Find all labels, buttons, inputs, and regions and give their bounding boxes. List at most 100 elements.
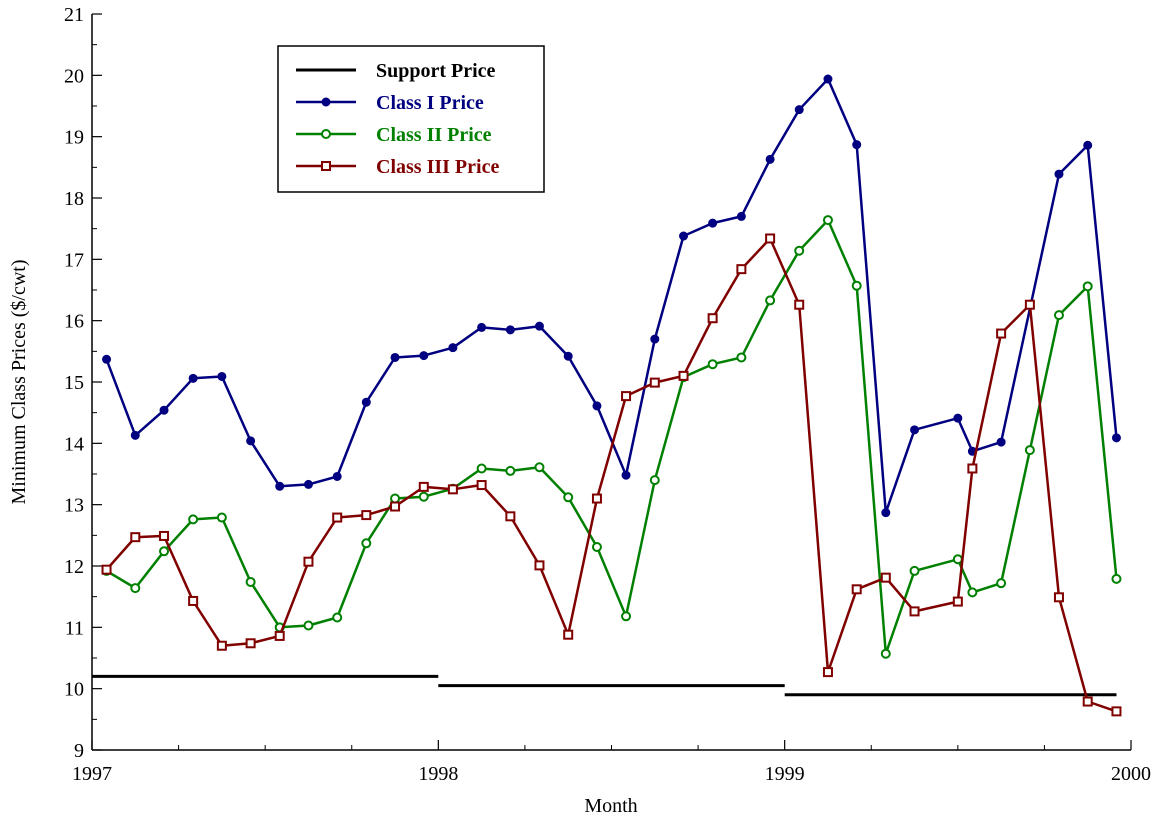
- x-tick-label: 1998: [418, 763, 458, 785]
- series-class-iii-price-point: [332, 512, 343, 523]
- series-class-ii-price-point: [822, 215, 833, 226]
- series-class-iii-price-point: [361, 510, 372, 521]
- series-class-i-price-point: [621, 470, 631, 480]
- series-class-ii-price-point: [880, 648, 891, 659]
- series-class-ii-price-point: [332, 612, 343, 623]
- y-tick-label: 9: [74, 740, 84, 762]
- axes: 9 10 11 12 13 14 15 16 17 18 19 20 21 1997 1998 1999 200…: [64, 4, 1151, 785]
- series-class-iii-price-point: [534, 560, 545, 571]
- series-class-ii-price-point: [765, 295, 776, 306]
- series-class-ii-price-point: [1024, 445, 1035, 456]
- series-class-i-price-point: [246, 436, 256, 446]
- series-class-i-price-point: [765, 154, 775, 164]
- y-tick-label: 16: [64, 311, 84, 333]
- series-class-iii-price-point: [418, 481, 429, 492]
- series-class-i-price-point: [823, 74, 833, 84]
- legend-class-iii-price-label: Class III Price: [376, 156, 499, 178]
- series-class-ii-price-point: [390, 493, 401, 504]
- y-tick-label: 20: [64, 65, 84, 87]
- series-class-ii-price-point: [476, 463, 487, 474]
- series-class-i-price-point: [332, 471, 342, 481]
- y-tick-label: 13: [64, 495, 84, 517]
- series-class-iii-price-point: [822, 667, 833, 678]
- series-class-iii-price-line: [105, 237, 1117, 713]
- series-class-i-price: [102, 74, 1121, 518]
- series-class-iii-price-point: [591, 493, 602, 504]
- series-class-i-price-point: [303, 479, 313, 489]
- series-class-i-price-point: [1083, 140, 1093, 150]
- y-tick-label: 14: [64, 433, 84, 455]
- series-class-iii-price-point: [303, 556, 314, 567]
- series-class-iii-price-point: [1053, 592, 1064, 603]
- series-class-iii-price-point: [563, 629, 574, 640]
- series-class-iii-price-point: [794, 299, 805, 310]
- series-class-i-price-point: [1054, 169, 1064, 179]
- x-tick-label: 2000: [1111, 763, 1151, 785]
- y-tick-label: 10: [64, 679, 84, 701]
- series-class-iii-price-point: [649, 377, 660, 388]
- series-class-ii-price-point: [563, 492, 574, 503]
- series-class-ii-price-point: [188, 514, 199, 525]
- series-class-ii-price-point: [159, 546, 170, 557]
- series-class-iii-price-point: [505, 511, 516, 522]
- series-class-iii-price-point: [765, 233, 776, 244]
- series-class-ii-price-point: [967, 587, 978, 598]
- y-axis-title: Minimum Class Prices ($/cwt): [8, 260, 30, 505]
- series-layer: [92, 74, 1122, 717]
- series-class-iii-price-point: [447, 484, 458, 495]
- series-class-iii-price-point: [188, 595, 199, 606]
- series-class-i-price-point: [953, 413, 963, 423]
- series-class-ii-price-point: [707, 359, 718, 370]
- series-class-ii-price-point: [130, 583, 141, 594]
- series-class-i-price-point: [736, 211, 746, 221]
- legend-class-i-price-marker: [321, 97, 331, 107]
- series-class-i-price-point: [650, 334, 660, 344]
- series-class-iii-price-point: [390, 501, 401, 512]
- legend-class-ii-price-marker: [321, 129, 331, 139]
- series-class-ii-price-point: [952, 554, 963, 565]
- series-class-i-price-point: [390, 352, 400, 362]
- series-class-i-price-point: [448, 343, 458, 353]
- series-class-ii-price-point: [591, 541, 602, 552]
- series-class-iii-price-point: [909, 606, 920, 617]
- series-class-i-price-point: [910, 425, 920, 435]
- series-class-iii-price-point: [880, 572, 891, 583]
- series-class-i-price-point: [534, 321, 544, 331]
- series-class-ii-price-point: [736, 352, 747, 363]
- series-class-i-price-point: [708, 218, 718, 228]
- series-class-iii-price-point: [130, 532, 141, 543]
- series-class-ii-price: [101, 215, 1122, 659]
- series-class-i-price-point: [592, 401, 602, 411]
- series-class-ii-price-point: [851, 280, 862, 291]
- series-class-iii-price-point: [1111, 706, 1122, 717]
- series-class-i-price-point: [996, 437, 1006, 447]
- series-class-iii-price-point: [245, 638, 256, 649]
- series-class-i-price-point: [505, 325, 515, 335]
- series-class-i-price-point: [361, 397, 371, 407]
- series-class-iii-price-point: [101, 564, 112, 575]
- series-class-ii-price-point: [1111, 573, 1122, 584]
- legend-class-i-price-label: Class I Price: [376, 92, 484, 114]
- series-support-price: [92, 674, 1117, 697]
- series-class-iii-price-point: [1082, 696, 1093, 707]
- series-class-iii-price-point: [736, 264, 747, 275]
- y-tick-label: 18: [64, 188, 84, 210]
- series-class-i-price-point: [679, 231, 689, 241]
- x-axis-title: Month: [584, 795, 637, 817]
- legend-class-iii-price-marker: [321, 161, 331, 171]
- y-tick-label: 12: [64, 556, 84, 578]
- series-class-i-price-point: [852, 140, 862, 150]
- series-class-i-price-point: [102, 354, 112, 364]
- series-class-ii-price-point: [418, 491, 429, 502]
- series-class-iii-price-point: [216, 640, 227, 651]
- series-class-i-price-point: [159, 405, 169, 415]
- series-class-ii-price-point: [794, 245, 805, 256]
- series-class-ii-price-point: [621, 611, 632, 622]
- series-class-i-price-point: [794, 105, 804, 115]
- series-class-i-price-point: [188, 373, 198, 383]
- series-class-i-price-point: [477, 322, 487, 332]
- series-class-iii-price-point: [678, 370, 689, 381]
- series-class-ii-price-point: [996, 578, 1007, 589]
- y-tick-label: 21: [64, 4, 84, 26]
